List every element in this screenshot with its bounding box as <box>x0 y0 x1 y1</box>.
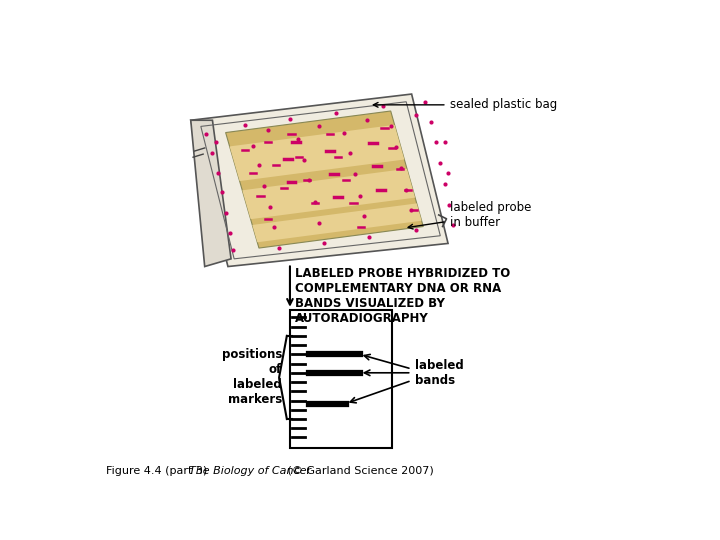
Polygon shape <box>191 120 231 267</box>
Bar <box>290 309 392 448</box>
Text: labeled
bands: labeled bands <box>415 359 464 387</box>
Text: LABELED PROBE HYBRIDIZED TO
COMPLEMENTARY DNA OR RNA
BANDS VISUALIZED BY
AUTORAD: LABELED PROBE HYBRIDIZED TO COMPLEMENTAR… <box>295 267 510 325</box>
Polygon shape <box>191 94 448 267</box>
Polygon shape <box>243 168 415 219</box>
Text: sealed plastic bag: sealed plastic bag <box>374 98 557 111</box>
Text: positions
of
labeled
markers: positions of labeled markers <box>222 348 282 407</box>
Text: The Biology of Cancer: The Biology of Cancer <box>189 465 311 476</box>
Polygon shape <box>225 111 423 248</box>
Text: Figure 4.4 (part 3): Figure 4.4 (part 3) <box>106 465 214 476</box>
Polygon shape <box>252 204 422 242</box>
Polygon shape <box>230 125 405 181</box>
Text: labeled probe
in buffer: labeled probe in buffer <box>408 201 531 229</box>
Text: (© Garland Science 2007): (© Garland Science 2007) <box>284 465 433 476</box>
